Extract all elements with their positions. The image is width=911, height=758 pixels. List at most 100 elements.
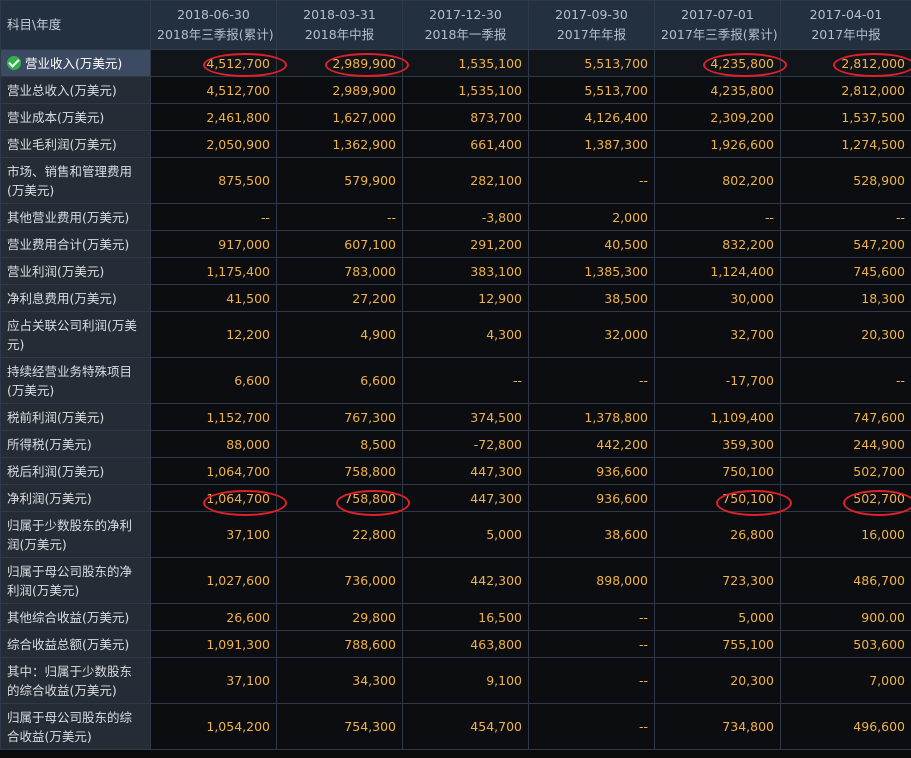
cell-value: 502,700 bbox=[780, 457, 911, 485]
cell-value: 1,387,300 bbox=[528, 130, 655, 158]
column-report: 2017年三季报(累计) bbox=[661, 27, 778, 42]
column-header[interactable]: 2018-06-30 2018年三季报(累计) bbox=[150, 0, 277, 50]
column-header[interactable]: 2017-09-30 2017年年报 bbox=[528, 0, 655, 50]
cell-value: 12,200 bbox=[150, 311, 277, 358]
row-label-text: 其中：归属于少数股东的综合收益(万美元) bbox=[7, 663, 133, 698]
column-header[interactable]: 2017-04-01 2017年中报 bbox=[780, 0, 911, 50]
cell-value: 20,300 bbox=[780, 311, 911, 358]
cell-value: 1,535,100 bbox=[402, 76, 529, 104]
cell-value: 38,600 bbox=[528, 511, 655, 558]
cell-value: 5,000 bbox=[654, 603, 781, 631]
cell-value: 22,800 bbox=[276, 511, 403, 558]
cell-value: -- bbox=[528, 657, 655, 704]
row-label: 净利润(万美元) bbox=[0, 484, 151, 512]
column-header[interactable]: 2017-07-01 2017年三季报(累计) bbox=[654, 0, 781, 50]
cell-value: 18,300 bbox=[780, 284, 911, 312]
cell-value: 936,600 bbox=[528, 484, 655, 512]
cell-value: 898,000 bbox=[528, 557, 655, 604]
column-header[interactable]: 2017-12-30 2018年一季报 bbox=[402, 0, 529, 50]
cell-value: 750,100 bbox=[654, 457, 781, 485]
table-row[interactable]: 其他综合收益(万美元) 26,600 29,800 16,500 -- 5,000 900.… bbox=[0, 603, 911, 631]
table-row[interactable]: 所得税(万美元) 88,000 8,500 -72,800 442,200 359,300… bbox=[0, 430, 911, 458]
table-row[interactable]: 市场、销售和管理费用(万美元) 875,500 579,900 282,100 -- 80… bbox=[0, 157, 911, 204]
cell-value: 4,512,700 bbox=[150, 76, 277, 104]
row-label-text: 净利润(万美元) bbox=[7, 490, 92, 506]
table-row[interactable]: 持续经营业务特殊项目(万美元) 6,600 6,600 -- -- -17,700 -- bbox=[0, 357, 911, 404]
row-label: 其他综合收益(万美元) bbox=[0, 603, 151, 631]
cell-value: 442,200 bbox=[528, 430, 655, 458]
table-row[interactable]: 营业成本(万美元) 2,461,800 1,627,000 873,700 4,126,… bbox=[0, 103, 911, 131]
table-row[interactable]: 应占关联公司利润(万美元) 12,200 4,900 4,300 32,000 32,70… bbox=[0, 311, 911, 358]
table-row[interactable]: 其中：归属于少数股东的综合收益(万美元) 37,100 34,300 9,100 -- 2… bbox=[0, 657, 911, 704]
row-label: 营业毛利润(万美元) bbox=[0, 130, 151, 158]
cell-value: 1,054,200 bbox=[150, 703, 277, 750]
cell-value: 27,200 bbox=[276, 284, 403, 312]
cell-value: 442,300 bbox=[402, 557, 529, 604]
cell-value: 1,537,500 bbox=[780, 103, 911, 131]
table-row[interactable]: 营业总收入(万美元) 4,512,700 2,989,900 1,535,100 5,5… bbox=[0, 76, 911, 104]
cell-value: -- bbox=[780, 357, 911, 404]
cell-value: 579,900 bbox=[276, 157, 403, 204]
cell-value: 374,500 bbox=[402, 403, 529, 431]
cell-value: -- bbox=[276, 203, 403, 231]
cell-value: 747,600 bbox=[780, 403, 911, 431]
cell-value: 38,500 bbox=[528, 284, 655, 312]
cell-value: 496,600 bbox=[780, 703, 911, 750]
cell-value: 9,100 bbox=[402, 657, 529, 704]
row-label: 营业总收入(万美元) bbox=[0, 76, 151, 104]
table-row[interactable]: 归属于少数股东的净利润(万美元) 37,100 22,800 5,000 38,600 2… bbox=[0, 511, 911, 558]
table-body: 营业收入(万美元) 4,512,700 2,989,900 1,535,100 5,51… bbox=[0, 49, 911, 750]
cell-value: 1,378,800 bbox=[528, 403, 655, 431]
table-row[interactable]: 营业费用合计(万美元) 917,000 607,100 291,200 40,500 83… bbox=[0, 230, 911, 258]
cell-value: -3,800 bbox=[402, 203, 529, 231]
table-row[interactable]: 归属于母公司股东的净利润(万美元) 1,027,600 736,000 442,300… bbox=[0, 557, 911, 604]
table-row[interactable]: 税前利润(万美元) 1,152,700 767,300 374,500 1,378,80… bbox=[0, 403, 911, 431]
cell-value: 4,126,400 bbox=[528, 103, 655, 131]
cell-value: 2,000 bbox=[528, 203, 655, 231]
corner-header: 科目\年度 bbox=[0, 0, 151, 50]
cell-value: -- bbox=[528, 357, 655, 404]
cell-value: 502,700 bbox=[780, 484, 911, 512]
table-row[interactable]: 归属于母公司股东的综合收益(万美元) 1,054,200 754,300 454,70… bbox=[0, 703, 911, 750]
table-row[interactable]: 营业利润(万美元) 1,175,400 783,000 383,100 1,385,30… bbox=[0, 257, 911, 285]
row-label: 净利息费用(万美元) bbox=[0, 284, 151, 312]
row-label: 税后利润(万美元) bbox=[0, 457, 151, 485]
row-label-text: 市场、销售和管理费用(万美元) bbox=[7, 163, 133, 198]
table-row[interactable]: 营业毛利润(万美元) 2,050,900 1,362,900 661,400 1,387… bbox=[0, 130, 911, 158]
cell-value: 917,000 bbox=[150, 230, 277, 258]
cell-value: 1,152,700 bbox=[150, 403, 277, 431]
row-label: 营业收入(万美元) bbox=[0, 49, 151, 77]
row-label: 市场、销售和管理费用(万美元) bbox=[0, 157, 151, 204]
cell-value: 4,512,700 bbox=[150, 49, 277, 77]
cell-value: 20,300 bbox=[654, 657, 781, 704]
cell-value: 4,900 bbox=[276, 311, 403, 358]
row-label: 营业费用合计(万美元) bbox=[0, 230, 151, 258]
table-row[interactable]: 净利息费用(万美元) 41,500 27,200 12,900 38,500 30,000… bbox=[0, 284, 911, 312]
row-label: 营业利润(万美元) bbox=[0, 257, 151, 285]
cell-value: 4,235,800 bbox=[654, 49, 781, 77]
row-label-text: 净利息费用(万美元) bbox=[7, 290, 117, 306]
row-label: 归属于少数股东的净利润(万美元) bbox=[0, 511, 151, 558]
row-label: 营业成本(万美元) bbox=[0, 103, 151, 131]
column-header[interactable]: 2018-03-31 2018年中报 bbox=[276, 0, 403, 50]
row-label-text: 应占关联公司利润(万美元) bbox=[7, 317, 137, 352]
row-label-text: 归属于少数股东的净利润(万美元) bbox=[7, 517, 133, 552]
cell-value: 2,989,900 bbox=[276, 49, 403, 77]
cell-value: 758,800 bbox=[276, 484, 403, 512]
cell-value: -- bbox=[528, 703, 655, 750]
cell-value: 34,300 bbox=[276, 657, 403, 704]
cell-value: -- bbox=[528, 157, 655, 204]
row-label-text: 其他综合收益(万美元) bbox=[7, 609, 130, 625]
table-row[interactable]: 税后利润(万美元) 1,064,700 758,800 447,300 936,600 7… bbox=[0, 457, 911, 485]
table-row[interactable]: 营业收入(万美元) 4,512,700 2,989,900 1,535,100 5,51… bbox=[0, 49, 911, 77]
row-label-text: 所得税(万美元) bbox=[7, 436, 92, 452]
table-row[interactable]: 综合收益总额(万美元) 1,091,300 788,600 463,800 -- 755,… bbox=[0, 630, 911, 658]
cell-value: 40,500 bbox=[528, 230, 655, 258]
cell-value: 37,100 bbox=[150, 511, 277, 558]
cell-value: 30,000 bbox=[654, 284, 781, 312]
cell-value: 723,300 bbox=[654, 557, 781, 604]
table-row[interactable]: 其他营业费用(万美元) -- -- -3,800 2,000 -- -- bbox=[0, 203, 911, 231]
table-row[interactable]: 净利润(万美元) 1,064,700 758,800 447,300 936,600 75… bbox=[0, 484, 911, 512]
cell-value: 291,200 bbox=[402, 230, 529, 258]
